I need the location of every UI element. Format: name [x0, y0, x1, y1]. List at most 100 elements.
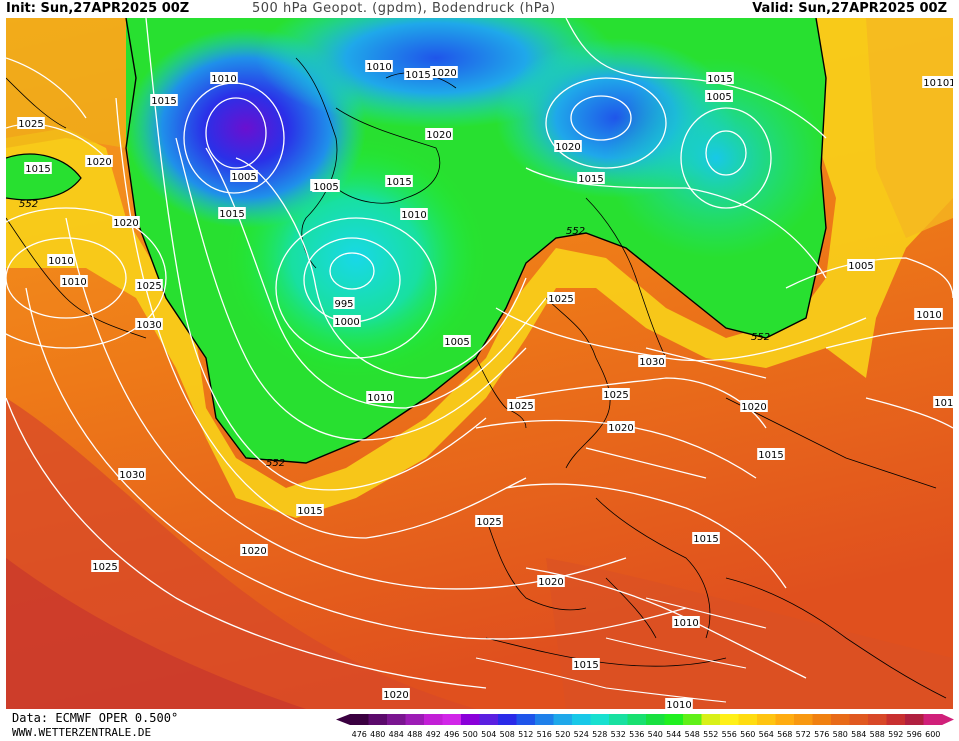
- legend-swatch: [720, 714, 739, 725]
- isobar-label-box: [17, 117, 45, 129]
- legend-swatch: [516, 714, 536, 725]
- legend-value: 572: [796, 730, 811, 739]
- isobar-label-text: 1015: [151, 96, 176, 107]
- isobar-label-text: 1025: [548, 294, 573, 305]
- isobar-label-text: 1010: [48, 256, 73, 267]
- legend-swatch: [646, 714, 665, 725]
- isobar-label-text: 1010: [401, 210, 426, 221]
- legend-swatch: [794, 714, 813, 725]
- isobar-label-box: [210, 72, 238, 84]
- legend-swatch: [923, 714, 943, 725]
- legend-value: 548: [685, 730, 700, 739]
- legend-swatch: [442, 714, 462, 725]
- low-center-siberia: [606, 58, 826, 258]
- legend-swatch: [590, 714, 610, 725]
- isobar-label-text: 1025: [508, 401, 533, 412]
- isobar-label-box: [638, 355, 666, 367]
- legend-swatch: [812, 714, 832, 725]
- isobar-label-text: 1010: [367, 393, 392, 404]
- isobar-label: 1020: [382, 688, 410, 701]
- isobar-label-text: 1015: [405, 70, 430, 81]
- geopotential-labels: 552 552 552 552: [19, 199, 770, 469]
- isobar-label-text: 1020: [241, 546, 266, 557]
- isobar-label-text: 1020: [426, 130, 451, 141]
- isobar-label-box: [607, 421, 635, 433]
- isobar-label: 1015: [218, 207, 246, 220]
- legend-value: 496: [444, 730, 459, 739]
- legend-arrow-left: [336, 714, 350, 725]
- geopotential-label: 552: [751, 332, 770, 343]
- isobar-label: 1025: [17, 117, 45, 130]
- isobar-label: 1030: [118, 468, 146, 481]
- isobar-label-text: 1015: [693, 534, 718, 545]
- isobar-label-text: 1010: [61, 277, 86, 288]
- isobar-label-text: 1010: [211, 74, 236, 85]
- legend-value: 584: [851, 730, 866, 739]
- isobar-label-text: 1020: [555, 142, 580, 153]
- legend-value: 528: [592, 730, 607, 739]
- isobar-label-box: [425, 128, 453, 140]
- legend-swatch: [535, 714, 554, 725]
- isobar-label: 1010: [672, 616, 700, 629]
- legend-swatch: [664, 714, 684, 725]
- isobar-label-text: 1005: [706, 92, 731, 103]
- isobar-label: 1015: [150, 94, 178, 107]
- isobar-label-text: 1020: [608, 423, 633, 434]
- isobar-label: 1010: [400, 208, 428, 221]
- color-legend: 476 480 484 488 492 496 500 504 508 512 516 520 524 5…: [336, 712, 956, 740]
- isobar-label-box: [665, 698, 693, 709]
- yellow-band: [6, 18, 953, 518]
- isobar-label-box: [935, 76, 953, 88]
- isobar-label-box: [230, 170, 258, 182]
- legend-swatch: [461, 714, 480, 725]
- isobar-label-text: 1000: [334, 317, 359, 328]
- isobar-label-text: 1005: [444, 337, 469, 348]
- legend-swatch: [387, 714, 406, 725]
- legend-swatch: [405, 714, 425, 725]
- weather-map: 1010101510201025101510201005101010151025…: [6, 18, 953, 709]
- isobar-label: 1015: [757, 448, 785, 461]
- isobar-label-text: 1015: [25, 164, 50, 175]
- isobar-label: 1010: [915, 308, 943, 321]
- isobar-label-box: [537, 575, 565, 587]
- legend-value: 508: [500, 730, 515, 739]
- isobar-label: 1020: [85, 155, 113, 168]
- isobar-label: 1020: [740, 400, 768, 413]
- isobar-label: 1015: [706, 72, 734, 85]
- isobar-label-box: [547, 292, 575, 304]
- isobar-label-text: 1015: [573, 660, 598, 671]
- isobar-label: 1020: [430, 66, 458, 79]
- isobar-label-box: [847, 259, 875, 271]
- website-url: WWW.WETTERZENTRALE.DE: [12, 726, 152, 739]
- isobar-label-box: [240, 544, 268, 556]
- isobar-label-box: [135, 279, 163, 291]
- isobar-label: 1020: [425, 128, 453, 141]
- isobar-label-text: 1015: [578, 174, 603, 185]
- valid-time: Valid: Sun,27APR2025 00Z: [752, 1, 947, 16]
- legend-value: 500: [463, 730, 478, 739]
- isobar-label-box: [692, 532, 720, 544]
- isobar-label-text: 101: [936, 78, 953, 89]
- isobar-label-text: 1025: [136, 281, 161, 292]
- isobar-label: 1020: [607, 421, 635, 434]
- legend-swatch: [498, 714, 517, 725]
- isobar-label-text: 1015: [297, 506, 322, 517]
- isobar-label-text: 1030: [136, 320, 161, 331]
- isobar-label-box: [112, 216, 140, 228]
- isobar-label: 1020: [537, 575, 565, 588]
- legend-swatch: [757, 714, 776, 725]
- isobar-label-box: [507, 399, 535, 411]
- isobar-label-text: 1020: [741, 402, 766, 413]
- isobar-label-box: [333, 315, 361, 327]
- legend-swatch: [683, 714, 702, 725]
- isobar-label: 1025: [547, 292, 575, 305]
- isobar-label: 1005: [705, 90, 733, 103]
- isobar-label: 1025: [475, 515, 503, 528]
- isobar-label-box: [385, 175, 413, 187]
- isobar-label-text: 1015: [386, 177, 411, 188]
- isobar-label-box: [672, 616, 700, 628]
- isobar-label: 1030: [638, 355, 666, 368]
- isobar-label-text: 1020: [86, 157, 111, 168]
- isobar-label-box: [218, 207, 246, 219]
- isobar-label-text: 1025: [603, 390, 628, 401]
